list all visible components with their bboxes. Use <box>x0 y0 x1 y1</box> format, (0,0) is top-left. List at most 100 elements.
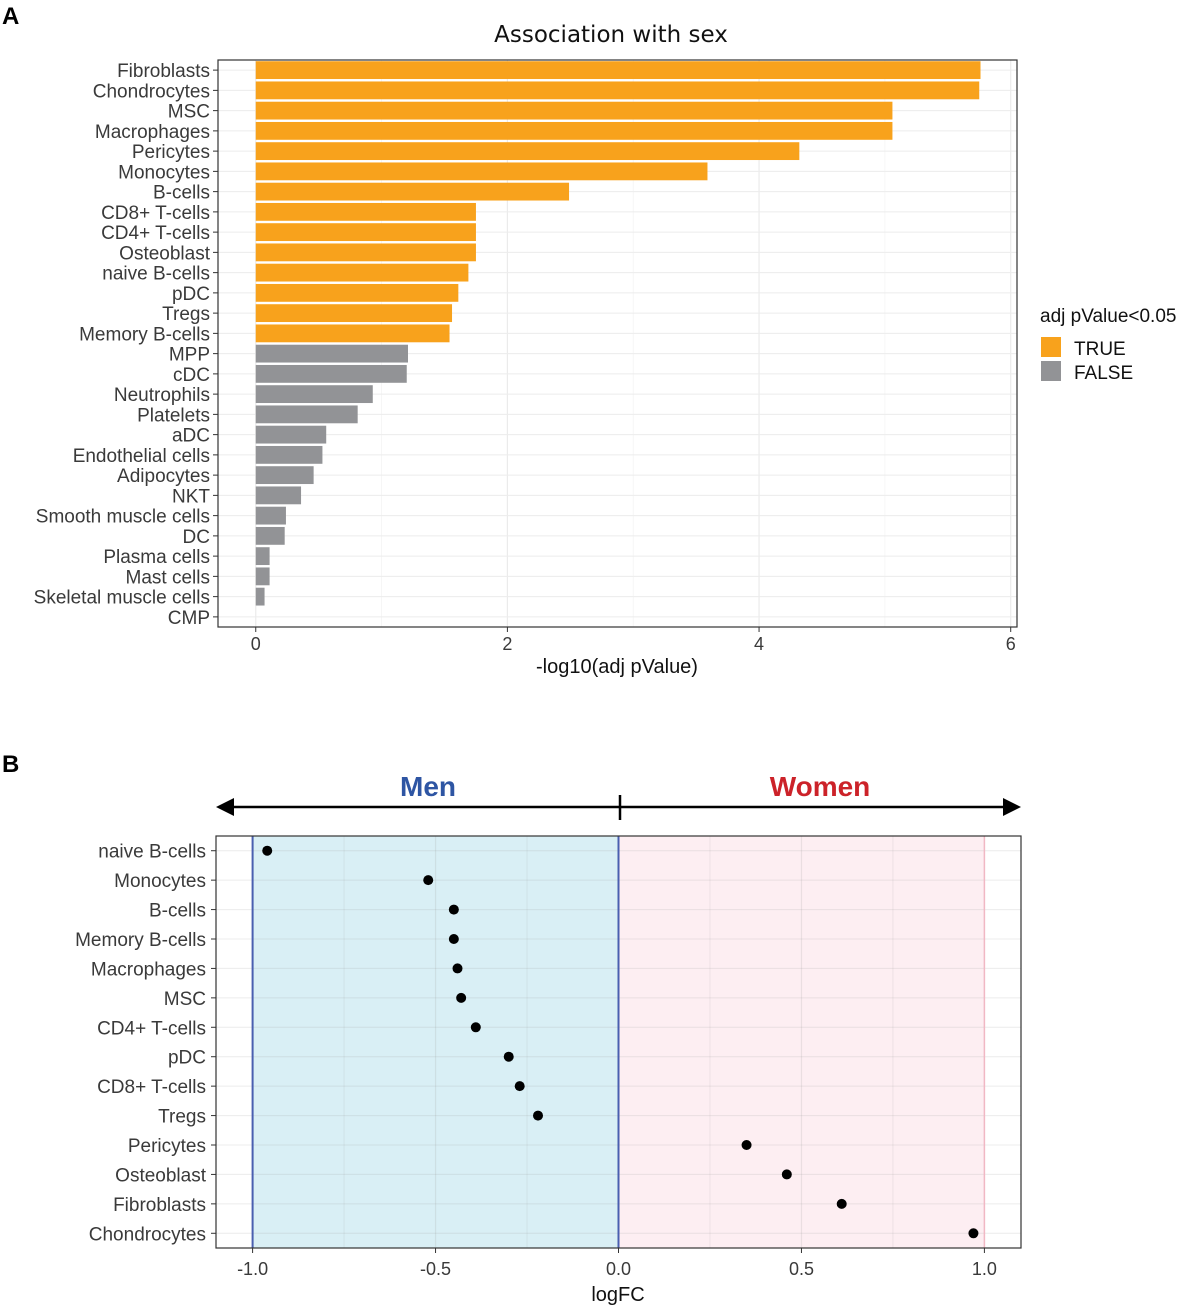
women-region <box>618 836 985 1248</box>
category-label: Macrophages <box>95 122 210 143</box>
data-point <box>533 1110 543 1121</box>
category-label: Osteoblast <box>119 243 211 264</box>
bar <box>255 547 270 566</box>
bar <box>255 304 453 323</box>
category-label: Mast cells <box>126 567 210 588</box>
bar <box>255 364 407 383</box>
category-label: CMP <box>168 608 210 629</box>
category-label: NKT <box>172 486 210 507</box>
x-tick-label: 0.0 <box>606 1259 631 1279</box>
category-label: CD4+ T-cells <box>97 1018 206 1039</box>
bar <box>255 344 408 363</box>
x-tick-label: 6 <box>1006 634 1016 654</box>
x-tick-label: -0.5 <box>420 1259 451 1279</box>
category-label: B-cells <box>149 901 206 922</box>
plot-b-points <box>262 845 979 1239</box>
category-label: Pericytes <box>128 1136 206 1157</box>
bar <box>255 506 286 525</box>
bar <box>255 162 708 181</box>
chart-a-xlabel: -log10(adj pValue) <box>536 656 698 678</box>
x-tick-label: 4 <box>754 634 764 654</box>
chart-a-title: Association with sex <box>494 22 728 48</box>
panel-a-bar-chart: Association with sex FibroblastsChondroc… <box>34 22 1177 678</box>
bar <box>255 587 265 606</box>
bar <box>255 101 893 120</box>
arrow-head-right <box>1003 798 1021 816</box>
category-label: Fibroblasts <box>117 61 210 82</box>
category-label: Chondrocytes <box>93 81 210 102</box>
panel-b-dot-chart: Men Women naive B-cells Monocytes B-cells M… <box>75 771 1022 1306</box>
data-point <box>514 1081 525 1092</box>
bar <box>255 567 270 586</box>
category-label: CD8+ T-cells <box>101 203 210 224</box>
plot-b-x-ticks: -1.0 -0.5 0.0 0.5 1.0 <box>237 1248 997 1279</box>
category-label: Monocytes <box>114 871 206 892</box>
men-region <box>252 836 619 1248</box>
category-label: Neutrophils <box>114 385 210 406</box>
category-label: Chondrocytes <box>89 1224 206 1245</box>
data-point <box>741 1140 752 1150</box>
category-label: Platelets <box>137 405 210 426</box>
category-label: aDC <box>172 426 210 447</box>
x-tick-label: 2 <box>502 634 512 654</box>
bar <box>255 182 570 201</box>
bar <box>255 425 327 444</box>
plot-a-bars <box>255 61 981 606</box>
bar <box>255 385 373 404</box>
x-tick-label: 0 <box>251 634 261 654</box>
x-tick-label: 0.5 <box>789 1259 814 1279</box>
bar <box>255 324 450 343</box>
bar <box>255 263 469 282</box>
x-tick-label: 1.0 <box>972 1259 997 1279</box>
data-point <box>503 1051 514 1062</box>
category-label: MSC <box>168 102 210 123</box>
category-label: Fibroblasts <box>113 1195 206 1216</box>
legend-title: adj pValue<0.05 <box>1040 306 1176 327</box>
bar <box>255 81 980 100</box>
bar <box>255 526 285 545</box>
plot-a-category-labels: FibroblastsChondrocytesMSCMacrophagesPer… <box>34 61 218 629</box>
women-label: Women <box>770 771 871 802</box>
plot-b-category-labels: naive B-cells Monocytes B-cells Memory B-ce… <box>75 842 216 1245</box>
data-point <box>836 1198 847 1209</box>
plot-a-border <box>217 59 1018 628</box>
legend-false-label: FALSE <box>1074 363 1133 384</box>
category-label: Memory B-cells <box>75 930 206 951</box>
chart-b-xlabel: logFC <box>591 1284 644 1306</box>
data-point <box>423 875 434 886</box>
category-label: pDC <box>168 1048 206 1069</box>
data-point <box>470 1022 481 1033</box>
category-label: Plasma cells <box>103 547 210 568</box>
panel-a-label: A <box>2 3 19 30</box>
men-label: Men <box>400 771 456 802</box>
category-label: CD8+ T-cells <box>97 1077 206 1098</box>
category-label: naive B-cells <box>102 264 210 285</box>
bar <box>255 445 323 464</box>
direction-arrow <box>216 795 1021 820</box>
data-point <box>456 992 467 1003</box>
x-tick-label: -1.0 <box>237 1259 268 1279</box>
category-label: Adipocytes <box>117 466 210 487</box>
category-label: Smooth muscle cells <box>36 507 210 528</box>
category-label: B-cells <box>153 183 210 204</box>
data-point <box>781 1169 792 1180</box>
bar <box>255 486 302 505</box>
bar <box>255 202 476 221</box>
plot-a-x-ticks: 0 2 4 6 <box>251 627 1016 654</box>
legend-true-label: TRUE <box>1074 339 1126 360</box>
bar <box>255 243 476 262</box>
category-label: pDC <box>172 284 210 305</box>
data-point <box>448 904 459 915</box>
bar <box>255 223 476 242</box>
bar <box>255 283 459 302</box>
category-label: DC <box>183 527 210 548</box>
data-point <box>968 1228 979 1239</box>
category-label: Tregs <box>158 1107 206 1128</box>
category-label: CD4+ T-cells <box>101 223 210 244</box>
legend-true-swatch <box>1041 337 1061 357</box>
data-point <box>452 963 463 974</box>
data-point <box>262 845 273 856</box>
data-point <box>448 934 459 944</box>
bar <box>255 121 893 140</box>
